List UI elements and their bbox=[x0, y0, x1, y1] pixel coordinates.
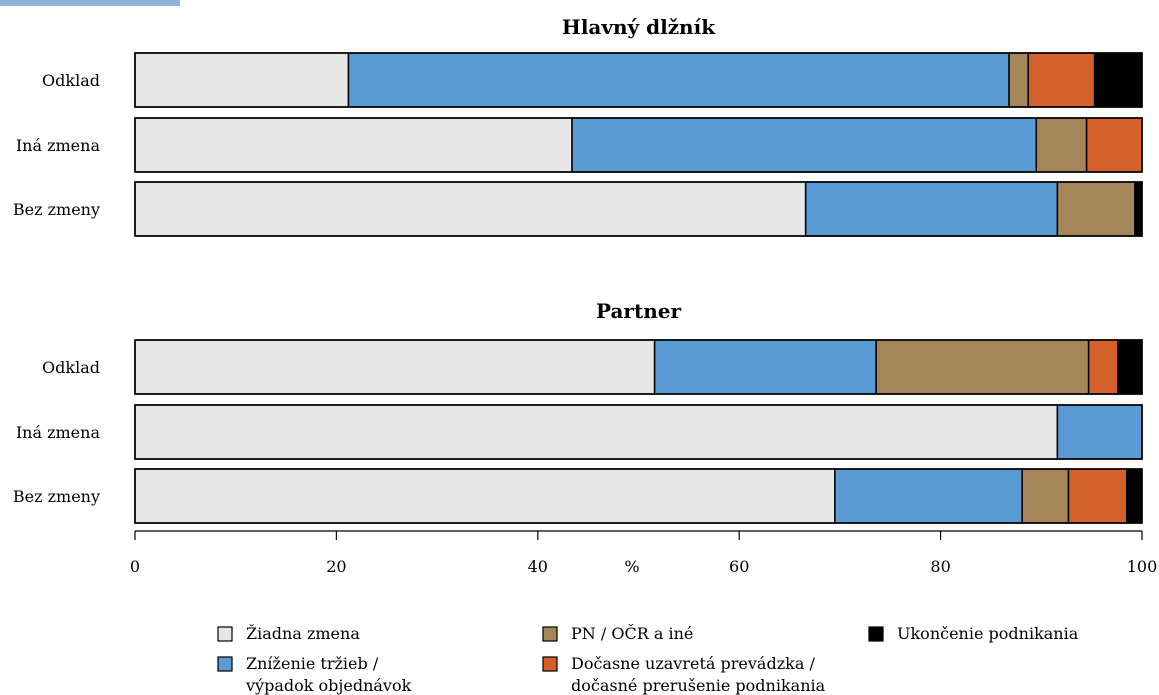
category-label: Bez zmeny bbox=[13, 200, 100, 219]
x-tick-label: 100 bbox=[1127, 557, 1158, 576]
x-axis-label: % bbox=[624, 557, 639, 576]
panel-title: Hlavný dlžník bbox=[562, 15, 716, 39]
panel-partner: Partner Odklad Iná zmena Bez zmeny bbox=[13, 299, 1143, 524]
bar-segment-znizenie-trzieb-vypadok-objednavok bbox=[653, 339, 877, 395]
bar-frame bbox=[134, 181, 1143, 237]
header-strip bbox=[0, 0, 300, 6]
bar-segment-pn-ocr-a-ine bbox=[1056, 181, 1136, 237]
x-tick-label: 0 bbox=[130, 557, 140, 576]
bar-segment-docasne-uzavreta-prevadzka-docasne-prerusenie-podnikania bbox=[1027, 52, 1096, 108]
bar-segment-docasne-uzavreta-prevadzka-docasne-prerusenie-podnikania bbox=[1087, 339, 1119, 395]
bar-segment-ziadna-zmena bbox=[134, 468, 836, 524]
category-label: Odklad bbox=[42, 71, 100, 90]
bar-segment-pn-ocr-a-ine bbox=[1008, 52, 1029, 108]
category-label: Odklad bbox=[42, 358, 100, 377]
legend-label: Ukončenie podnikania bbox=[897, 624, 1079, 643]
bar-segment-znizenie-trzieb-vypadok-objednavok bbox=[347, 52, 1010, 108]
legend-item-pn-ocr-a-ine: PN / OČR a iné bbox=[542, 623, 693, 643]
bar-segment-ukoncenie-podnikania bbox=[1117, 339, 1143, 395]
category-label: Bez zmeny bbox=[13, 487, 100, 506]
category-label: Iná zmena bbox=[16, 136, 101, 155]
legend-item-znizenie-trzieb-vypadok-objednavok: Zníženie tržieb / výpadok objednávok bbox=[217, 654, 412, 695]
legend-label: Žiadna zmena bbox=[246, 623, 360, 643]
bar-segment-ziadna-zmena bbox=[134, 339, 656, 395]
bar-segment-pn-ocr-a-ine bbox=[1035, 117, 1088, 173]
bar-segment-ziadna-zmena bbox=[134, 52, 350, 108]
bar-frame bbox=[134, 339, 1143, 395]
bar-segment-znizenie-trzieb-vypadok-objednavok bbox=[571, 117, 1038, 173]
x-tick-label: 80 bbox=[930, 557, 950, 576]
x-axis: 0 20 40 60 80 100% bbox=[130, 530, 1158, 576]
legend-label: Dočasne uzavretá prevádzka / dočasné prer… bbox=[571, 654, 826, 695]
bar-segment-docasne-uzavreta-prevadzka-docasne-prerusenie-podnikania bbox=[1067, 468, 1128, 524]
bar-segment-znizenie-trzieb-vypadok-objednavok bbox=[804, 181, 1059, 237]
legend-item-ukoncenie-podnikania: Ukončenie podnikania bbox=[868, 624, 1079, 643]
panel-hlavny-dlznik: Hlavný dlžník Odklad Iná zmena Bez zmeny bbox=[13, 15, 1143, 237]
bar-segment-docasne-uzavreta-prevadzka-docasne-prerusenie-podnikania bbox=[1085, 117, 1143, 173]
bar-segment-ziadna-zmena bbox=[134, 404, 1059, 460]
bar-frame bbox=[134, 117, 1143, 173]
legend-swatch bbox=[868, 626, 884, 642]
bar-frame bbox=[134, 468, 1143, 524]
legend-item-docasne-uzavreta-prevadzka-docasne-prerusenie-podnikania: Dočasne uzavretá prevádzka / dočasné prer… bbox=[542, 654, 826, 695]
bar-frame bbox=[134, 404, 1143, 460]
x-tick-label: 40 bbox=[528, 557, 548, 576]
legend-item-ziadna-zmena: Žiadna zmena bbox=[217, 623, 360, 643]
legend-label: Zníženie tržieb / výpadok objednávok bbox=[245, 654, 412, 695]
bar-segment-ukoncenie-podnikania bbox=[1134, 181, 1143, 237]
bar-segment-ukoncenie-podnikania bbox=[1126, 468, 1143, 524]
legend-label: PN / OČR a iné bbox=[571, 623, 693, 643]
legend: Žiadna zmena Zníženie tržieb / výpadok obj… bbox=[217, 623, 1079, 695]
panel-title: Partner bbox=[596, 299, 682, 323]
x-tick-label: 60 bbox=[729, 557, 749, 576]
bar-segment-ukoncenie-podnikania bbox=[1093, 52, 1143, 108]
legend-swatch bbox=[217, 626, 233, 642]
category-label: Iná zmena bbox=[16, 423, 101, 442]
legend-swatch bbox=[217, 656, 233, 672]
x-tick-label: 20 bbox=[326, 557, 346, 576]
bar-segment-znizenie-trzieb-vypadok-objednavok bbox=[834, 468, 1023, 524]
bar-segment-pn-ocr-a-ine bbox=[875, 339, 1090, 395]
bar-segment-znizenie-trzieb-vypadok-objednavok bbox=[1056, 404, 1143, 460]
bar-segment-ziadna-zmena bbox=[134, 181, 807, 237]
bar-frame bbox=[134, 52, 1143, 108]
legend-swatch bbox=[542, 656, 558, 672]
legend-swatch bbox=[542, 626, 558, 642]
bar-segment-ziadna-zmena bbox=[134, 117, 573, 173]
bar-segment-pn-ocr-a-ine bbox=[1021, 468, 1070, 524]
